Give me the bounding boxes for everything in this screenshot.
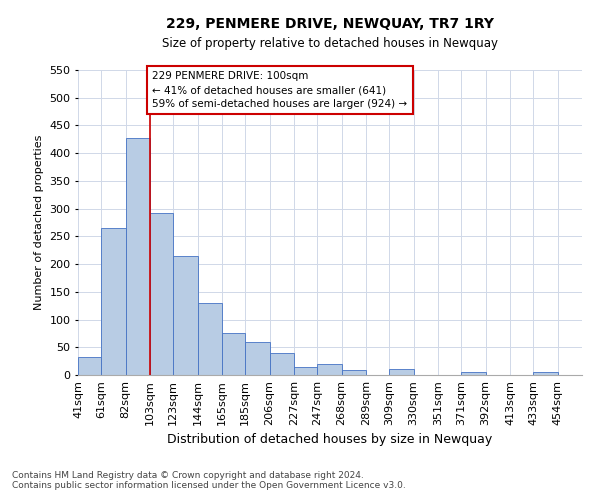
Bar bbox=[317, 364, 341, 375]
Text: 229, PENMERE DRIVE, NEWQUAY, TR7 1RY: 229, PENMERE DRIVE, NEWQUAY, TR7 1RY bbox=[166, 18, 494, 32]
Bar bbox=[533, 372, 557, 375]
Bar bbox=[173, 256, 197, 375]
Bar bbox=[341, 370, 366, 375]
Bar bbox=[269, 353, 294, 375]
Bar bbox=[245, 342, 269, 375]
Bar bbox=[125, 138, 150, 375]
Bar bbox=[101, 228, 125, 375]
Bar bbox=[78, 358, 101, 375]
X-axis label: Distribution of detached houses by size in Newquay: Distribution of detached houses by size … bbox=[167, 434, 493, 446]
Bar bbox=[222, 333, 245, 375]
Bar bbox=[461, 372, 485, 375]
Bar bbox=[294, 366, 317, 375]
Text: 229 PENMERE DRIVE: 100sqm
← 41% of detached houses are smaller (641)
59% of semi: 229 PENMERE DRIVE: 100sqm ← 41% of detac… bbox=[152, 71, 407, 109]
Bar bbox=[150, 213, 173, 375]
Text: Size of property relative to detached houses in Newquay: Size of property relative to detached ho… bbox=[162, 38, 498, 51]
Y-axis label: Number of detached properties: Number of detached properties bbox=[34, 135, 44, 310]
Text: Contains public sector information licensed under the Open Government Licence v3: Contains public sector information licen… bbox=[12, 481, 406, 490]
Text: Contains HM Land Registry data © Crown copyright and database right 2024.: Contains HM Land Registry data © Crown c… bbox=[12, 471, 364, 480]
Bar bbox=[389, 370, 413, 375]
Bar bbox=[197, 303, 222, 375]
